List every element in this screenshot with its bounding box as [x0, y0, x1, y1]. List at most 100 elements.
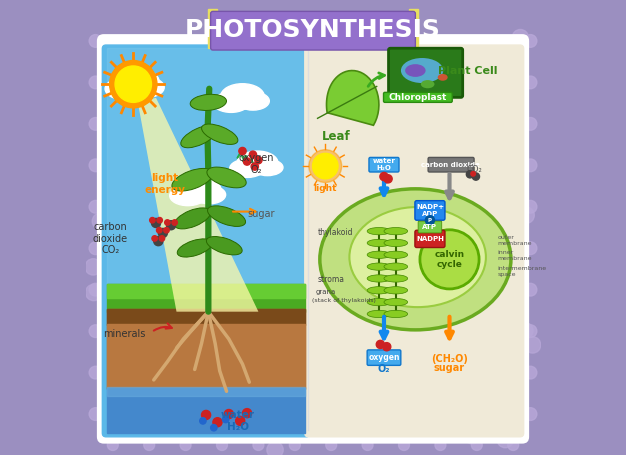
Bar	[107, 324, 305, 388]
Circle shape	[508, 440, 519, 450]
Bar	[409, 9, 418, 48]
Text: P: P	[428, 218, 432, 222]
Circle shape	[217, 440, 227, 450]
Circle shape	[524, 283, 537, 296]
Circle shape	[249, 151, 257, 158]
Ellipse shape	[190, 94, 227, 111]
Ellipse shape	[193, 186, 225, 204]
Ellipse shape	[172, 168, 213, 191]
Circle shape	[164, 228, 169, 233]
Text: O₂: O₂	[377, 364, 390, 374]
Circle shape	[100, 60, 116, 76]
Circle shape	[156, 228, 162, 233]
Circle shape	[255, 157, 262, 164]
Text: Plant Cell: Plant Cell	[438, 66, 498, 76]
Ellipse shape	[207, 237, 242, 255]
Ellipse shape	[213, 92, 249, 112]
FancyBboxPatch shape	[415, 230, 445, 248]
Circle shape	[312, 153, 338, 179]
Ellipse shape	[208, 206, 245, 227]
Circle shape	[464, 428, 480, 444]
Text: membrane: membrane	[497, 241, 531, 246]
FancyBboxPatch shape	[415, 201, 445, 220]
Text: light: light	[314, 184, 337, 193]
Circle shape	[89, 283, 102, 296]
Circle shape	[326, 440, 337, 450]
Bar	[107, 284, 305, 298]
Circle shape	[380, 172, 388, 181]
FancyBboxPatch shape	[305, 45, 524, 437]
Ellipse shape	[367, 251, 391, 258]
Text: sugar: sugar	[247, 209, 274, 219]
Text: oxygen: oxygen	[368, 353, 400, 362]
Circle shape	[466, 171, 474, 178]
Text: CO₂: CO₂	[466, 165, 483, 174]
Circle shape	[309, 150, 342, 182]
Circle shape	[497, 431, 513, 448]
Circle shape	[89, 408, 102, 420]
Circle shape	[224, 410, 233, 419]
Ellipse shape	[367, 275, 391, 282]
FancyBboxPatch shape	[389, 48, 463, 97]
Circle shape	[89, 325, 102, 338]
Ellipse shape	[401, 58, 443, 83]
Bar	[107, 48, 305, 291]
Text: intermembrane: intermembrane	[497, 266, 546, 271]
Text: PHOTOSYNTHESIS: PHOTOSYNTHESIS	[185, 18, 441, 41]
Ellipse shape	[170, 186, 206, 206]
Circle shape	[167, 221, 175, 230]
Circle shape	[159, 236, 165, 241]
Bar	[107, 309, 305, 325]
Bar	[107, 309, 305, 389]
Ellipse shape	[207, 167, 246, 188]
Text: membrane: membrane	[497, 256, 531, 261]
Text: (CH₂O): (CH₂O)	[431, 354, 468, 364]
Ellipse shape	[237, 92, 269, 110]
Bar	[107, 387, 305, 396]
Circle shape	[86, 284, 102, 301]
Ellipse shape	[384, 239, 408, 247]
Ellipse shape	[230, 159, 264, 177]
Polygon shape	[138, 98, 259, 312]
Text: minerals: minerals	[103, 329, 145, 339]
Circle shape	[151, 218, 161, 228]
Ellipse shape	[367, 287, 391, 294]
Circle shape	[165, 220, 170, 225]
Text: calvin
cycle: calvin cycle	[434, 250, 464, 269]
Circle shape	[89, 35, 102, 47]
Bar	[107, 388, 305, 433]
Circle shape	[382, 177, 389, 183]
Circle shape	[471, 172, 475, 176]
Circle shape	[150, 217, 155, 223]
Circle shape	[158, 228, 167, 238]
Circle shape	[89, 159, 102, 172]
Ellipse shape	[202, 124, 238, 144]
Circle shape	[85, 259, 101, 275]
Bar	[107, 284, 305, 312]
Ellipse shape	[384, 263, 408, 270]
Circle shape	[524, 242, 537, 255]
Ellipse shape	[367, 298, 391, 306]
Ellipse shape	[237, 151, 278, 175]
Circle shape	[382, 343, 391, 351]
FancyBboxPatch shape	[102, 45, 310, 437]
Text: NADP+
ADP: NADP+ ADP	[416, 204, 444, 217]
Circle shape	[180, 440, 191, 450]
Circle shape	[471, 440, 482, 450]
Text: inner: inner	[497, 250, 513, 255]
Circle shape	[524, 159, 537, 172]
Ellipse shape	[349, 207, 486, 307]
Text: outer: outer	[497, 235, 514, 240]
Ellipse shape	[112, 68, 159, 96]
Circle shape	[172, 220, 177, 225]
Circle shape	[253, 440, 264, 450]
Circle shape	[384, 175, 392, 183]
Ellipse shape	[252, 159, 283, 176]
Ellipse shape	[367, 228, 391, 235]
Circle shape	[524, 117, 537, 130]
Text: stroma: stroma	[317, 275, 344, 284]
Text: grana: grana	[316, 289, 336, 295]
Circle shape	[154, 237, 163, 246]
Circle shape	[202, 410, 210, 420]
Ellipse shape	[105, 78, 143, 100]
